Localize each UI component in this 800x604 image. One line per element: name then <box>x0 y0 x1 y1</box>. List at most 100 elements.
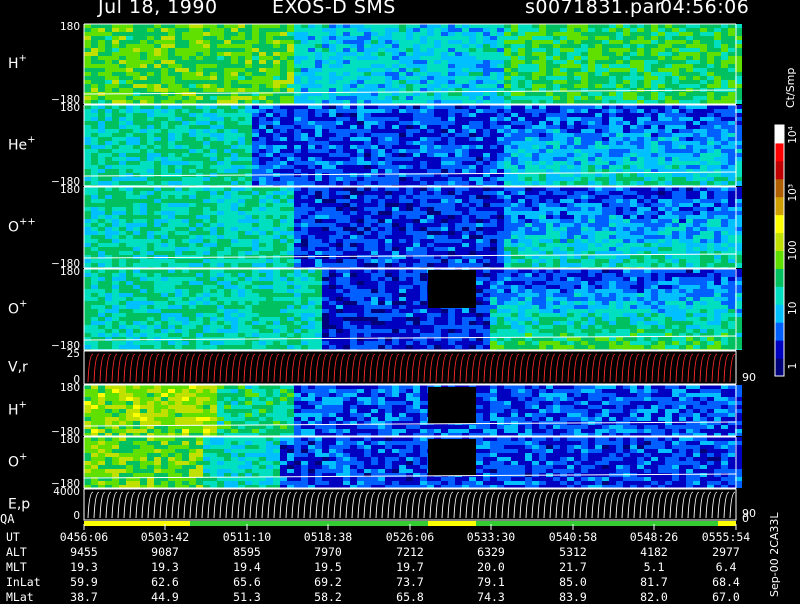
spectrogram-cell <box>266 243 273 247</box>
spectrogram-cell <box>518 44 525 48</box>
spectrogram-cell <box>259 157 266 161</box>
spectrogram-cell <box>294 207 301 211</box>
spectrogram-cell <box>350 141 357 145</box>
spectrogram-cell <box>189 92 196 96</box>
spectrogram-cell <box>224 247 231 251</box>
spectrogram-cell <box>336 169 343 173</box>
spectrogram-cell <box>651 173 658 177</box>
spectrogram-cell <box>287 100 294 104</box>
spectrogram-cell <box>84 219 91 223</box>
spectrogram-cell <box>266 80 273 84</box>
spectrogram-cell <box>476 24 483 28</box>
spectrogram-cell <box>308 60 315 64</box>
spectrogram-cell <box>567 133 574 137</box>
spectrogram-cell <box>273 56 280 60</box>
spectrogram-cell <box>658 121 665 125</box>
spectrogram-cell <box>427 100 434 104</box>
spectrogram-cell <box>154 80 161 84</box>
spectrogram-cell <box>560 100 567 104</box>
spectrogram-cell <box>469 117 476 121</box>
spectrogram-cell <box>483 149 490 153</box>
spectrogram-cell <box>189 40 196 44</box>
spectrogram-cell <box>266 52 273 56</box>
spectrogram-cell <box>434 243 441 247</box>
spectrogram-cell <box>609 153 616 157</box>
spectrogram-cell <box>364 247 371 251</box>
spectrogram-cell <box>637 117 644 121</box>
spectrogram-cell <box>455 211 462 215</box>
spectrogram-cell <box>700 149 707 153</box>
spectrogram-cell <box>490 64 497 68</box>
spectrogram-cell <box>91 141 98 145</box>
spectrogram-cell <box>595 80 602 84</box>
spectrogram-cell <box>378 207 385 211</box>
spectrogram-cell <box>693 157 700 161</box>
spectrogram-cell <box>280 117 287 121</box>
spectrogram-cell <box>154 145 161 149</box>
spectrogram-cell <box>196 72 203 76</box>
spectrogram-cell <box>175 117 182 121</box>
spectrogram-cell <box>567 117 574 121</box>
spectrogram-cell <box>238 149 245 153</box>
spectrogram-cell <box>322 141 329 145</box>
spectrogram-cell <box>448 64 455 68</box>
spectrogram-cell <box>147 157 154 161</box>
spectrogram-cell <box>210 80 217 84</box>
spectrogram-cell <box>651 113 658 117</box>
spectrogram-cell <box>441 80 448 84</box>
spectrogram-cell <box>126 199 133 203</box>
spectrogram-cell <box>280 165 287 169</box>
spectrogram-cell <box>532 100 539 104</box>
spectrogram-cell <box>385 80 392 84</box>
spectrogram-cell <box>455 137 462 141</box>
spectrogram-cell <box>637 64 644 68</box>
spectrogram-cell <box>126 255 133 259</box>
spectrogram-cell <box>518 56 525 60</box>
spectrogram-cell <box>140 263 147 267</box>
spectrogram-cell <box>252 211 259 215</box>
spectrogram-cell <box>154 96 161 100</box>
spectrogram-cell <box>574 109 581 113</box>
spectrogram-cell <box>210 129 217 133</box>
spectrogram-cell <box>343 177 350 181</box>
spectrogram-cell <box>455 32 462 36</box>
spectrogram-cell <box>483 153 490 157</box>
spectrogram-cell <box>371 195 378 199</box>
spectrogram-cell <box>245 227 252 231</box>
spectrogram-cell <box>721 153 728 157</box>
spectrogram-cell <box>238 181 245 185</box>
spectrogram-cell <box>455 36 462 40</box>
spectrogram-cell <box>469 105 476 109</box>
spectrogram-cell <box>497 121 504 125</box>
spectrogram-cell <box>161 88 168 92</box>
spectrogram-cell <box>399 247 406 251</box>
spectrogram-cell <box>161 100 168 104</box>
spectrogram-cell <box>147 80 154 84</box>
spectrogram-cell <box>574 133 581 137</box>
spectrogram-cell <box>133 259 140 263</box>
spectrogram-cell <box>630 84 637 88</box>
spectrogram-cell <box>546 32 553 36</box>
spectrogram-cell <box>175 211 182 215</box>
spectrogram-cell <box>392 32 399 36</box>
spectrogram-cell <box>616 181 623 185</box>
spectrogram-cell <box>371 247 378 251</box>
spectrogram-cell <box>462 223 469 227</box>
spectrogram-cell <box>707 153 714 157</box>
spectrogram-cell <box>427 84 434 88</box>
spectrogram-cell <box>224 133 231 137</box>
spectrogram-cell <box>329 113 336 117</box>
spectrogram-cell <box>385 113 392 117</box>
spectrogram-cell <box>420 149 427 153</box>
spectrogram-cell <box>224 64 231 68</box>
spectrogram-cell <box>182 72 189 76</box>
spectrogram-cell <box>126 117 133 121</box>
spectrogram-cell <box>630 129 637 133</box>
spectrogram-cell <box>413 80 420 84</box>
spectrogram-cell <box>119 88 126 92</box>
spectrogram-cell <box>700 84 707 88</box>
spectrogram-cell <box>231 145 238 149</box>
spectrogram-cell <box>525 80 532 84</box>
spectrogram-cell <box>98 199 105 203</box>
spectrogram-cell <box>301 153 308 157</box>
